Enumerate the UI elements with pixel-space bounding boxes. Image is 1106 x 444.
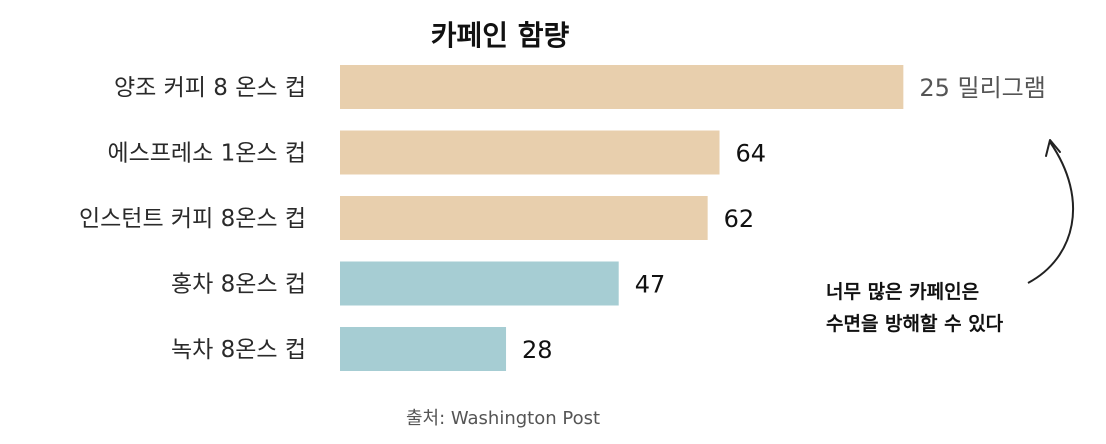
annotation-arrowhead [1045,139,1061,157]
data-label: 47 [635,271,666,299]
annotation-arrow [1027,141,1074,284]
annotation-note: 너무 많은 카페인은 수면을 방해할 수 있다 [826,276,1076,340]
annotation-line: 수면을 방해할 수 있다 [826,313,1004,335]
category-label: 녹차 8온스 컵 [171,337,306,363]
bar [340,327,507,371]
bar [340,130,720,175]
annotation-line: 너무 많은 카페인은 [826,281,980,303]
data-label: 64 [736,140,767,168]
bar [340,65,904,109]
source-caption: 출처: Washington Post [405,408,601,429]
category-label: 인스턴트 커피 8온스 컵 [79,206,306,232]
bar [340,261,619,306]
chart-title: 카페인 함량 [430,19,570,52]
category-label: 에스프레소 1온스 컵 [107,141,306,167]
category-label: 양조 커피 8 온스 컵 [114,75,306,101]
bar [340,196,708,240]
category-label: 홍차 8온스 컵 [171,272,306,298]
data-label: 25 밀리그램 [919,74,1046,102]
data-label: 62 [724,205,755,233]
data-label: 28 [522,336,553,364]
